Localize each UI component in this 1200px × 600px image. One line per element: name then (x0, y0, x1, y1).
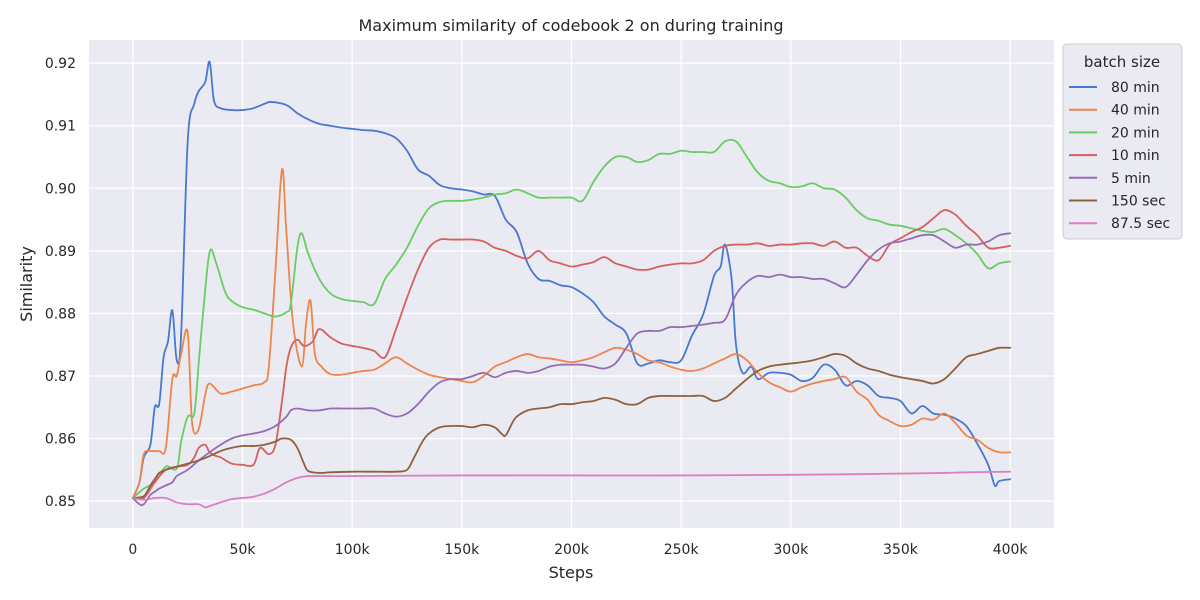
legend-label-40-min: 40 min (1111, 103, 1160, 119)
legend-label-87-5-sec: 87.5 sec (1111, 216, 1170, 232)
y-axis-title: Similarity (17, 246, 36, 322)
x-axis-ticks: 0 50k 100k 150k 200k 250k 300k 350k 400k (128, 542, 1028, 558)
series-line-87-5-sec (131, 470, 1012, 509)
legend-items: 80 min 40 min 20 min 10 min 5 min 150 sec 87.5… (1069, 80, 1170, 232)
legend-label-150-sec: 150 sec (1111, 194, 1166, 210)
x-tick-label: 150k (444, 542, 480, 558)
y-tick-label: 0.91 (45, 119, 76, 135)
series-line-20-min (131, 138, 1012, 499)
x-tick-label: 0 (128, 542, 137, 558)
y-tick-label: 0.88 (45, 306, 76, 322)
y-tick-label: 0.87 (45, 369, 76, 385)
legend-label-10-min: 10 min (1111, 148, 1160, 164)
x-tick-label: 350k (883, 542, 919, 558)
chart-title: Maximum similarity of codebook 2 on duri… (359, 16, 784, 35)
legend-box (1062, 43, 1183, 240)
x-tick-label: 200k (554, 542, 590, 558)
legend-label-20-min: 20 min (1111, 125, 1160, 141)
legend-label-80-min: 80 min (1111, 80, 1160, 96)
series-line-5-min (131, 232, 1012, 507)
grid (89, 40, 1054, 528)
series-line-40-min (131, 168, 1012, 499)
legend: batch size 80 min 40 min 20 min 10 min 5 min… (1062, 43, 1183, 240)
series-layer (131, 60, 1012, 509)
series-line-80-min (131, 60, 1012, 499)
y-tick-label: 0.92 (45, 56, 76, 72)
x-tick-label: 250k (664, 542, 700, 558)
series-line-150-sec (131, 346, 1012, 499)
x-axis-title: Steps (549, 563, 594, 582)
y-tick-label: 0.90 (45, 181, 76, 197)
y-tick-label: 0.86 (45, 432, 76, 448)
legend-title: batch size (1084, 53, 1160, 71)
y-tick-label: 0.85 (45, 494, 76, 510)
series-line-10-min (131, 209, 1012, 501)
x-tick-label: 300k (773, 542, 809, 558)
x-tick-label: 100k (335, 542, 371, 558)
x-tick-label: 50k (230, 542, 257, 558)
y-tick-label: 0.89 (45, 244, 76, 260)
y-axis-ticks: 0.85 0.86 0.87 0.88 0.89 0.90 0.91 0.92 (45, 56, 76, 510)
x-tick-label: 400k (993, 542, 1029, 558)
legend-label-5-min: 5 min (1111, 171, 1151, 187)
